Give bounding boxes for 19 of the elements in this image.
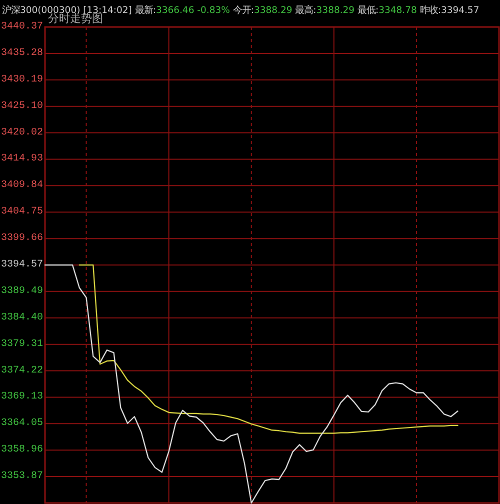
- y-tick-label: 3440.37: [0, 22, 43, 32]
- y-tick-label: 3435.28: [0, 48, 43, 59]
- y-tick-label: 3425.10: [0, 100, 43, 112]
- y-tick-label: 3364.05: [0, 418, 43, 430]
- y-tick-label: 3358.96: [0, 444, 43, 456]
- y-tick-label: 3409.84: [0, 180, 43, 192]
- y-tick-label: 3384.40: [0, 312, 43, 324]
- y-tick-label: 3353.87: [0, 471, 43, 482]
- y-tick-label: 3414.93: [0, 154, 43, 165]
- y-tick-label: 3404.75: [0, 206, 43, 218]
- y-tick-label: 3399.66: [0, 233, 43, 244]
- chart-subtitle: 分时走势图: [48, 12, 103, 25]
- y-tick-label: 3430.19: [0, 74, 43, 86]
- y-tick-label: 3389.49: [0, 286, 43, 297]
- y-tick-label: 3374.22: [0, 365, 43, 376]
- y-tick-label: 3394.57: [0, 260, 43, 271]
- y-tick-label: 3379.31: [0, 338, 43, 350]
- y-tick-label: 3420.02: [0, 127, 43, 138]
- y-tick-label: 3369.13: [0, 392, 43, 403]
